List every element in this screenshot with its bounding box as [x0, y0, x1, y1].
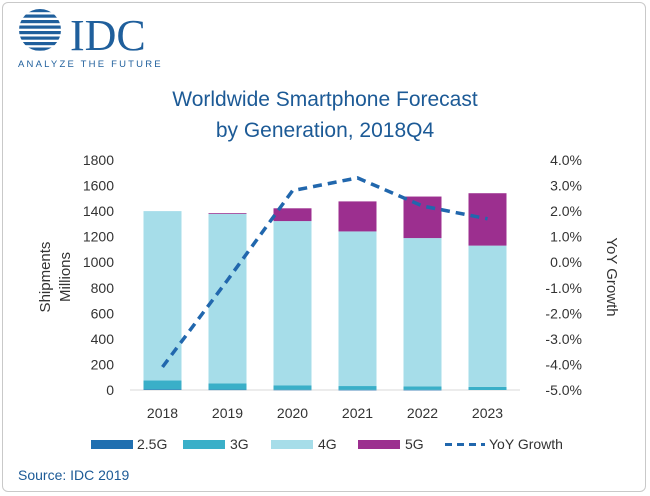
bar-segment-2-5g-2021 — [338, 389, 377, 391]
source-note: Source: IDC 2019 — [18, 467, 129, 483]
y-left-tick-label: 400 — [91, 331, 115, 347]
bar-segment-5g-2020 — [273, 208, 312, 222]
legend-swatch-3g — [183, 440, 225, 449]
x-axis-ticks: 2018 2019 2020 2021 2022 2023 — [147, 405, 503, 421]
idc-logo: IDC ANALYZE THE FUTURE — [18, 9, 163, 70]
y-left-tick-label: 1400 — [83, 203, 114, 219]
bar-segment-4g-2022 — [403, 238, 442, 387]
y-axis-right-ticks: -5.0% -4.0% -3.0% -2.0% -1.0% 0.0% 1.0% 2.0% 3.0… — [545, 152, 582, 398]
bar-segment-3g-2019 — [208, 383, 247, 390]
x-tick-label-2020: 2020 — [277, 405, 308, 421]
chart-title-line2: by Generation, 2018Q4 — [216, 119, 435, 142]
bar-segment-5g-2019 — [208, 213, 247, 214]
legend-label-2-5g: 2.5G — [137, 436, 167, 452]
stacked-bars — [143, 193, 507, 391]
y-left-tick-label: 1200 — [83, 229, 114, 245]
bar-segment-3g-2018 — [143, 380, 182, 390]
y-right-tick-label: -4.0% — [545, 356, 582, 372]
x-tick-label-2021: 2021 — [342, 405, 373, 421]
bar-segment-2-5g-2019 — [208, 389, 247, 391]
y-right-tick-label: 3.0% — [550, 178, 582, 194]
y-right-tick-label: -5.0% — [545, 382, 582, 398]
y-left-tick-label: 0 — [106, 382, 114, 398]
legend-label-yoy: YoY Growth — [489, 436, 563, 452]
legend-swatch-2-5g — [91, 440, 133, 449]
bar-segment-4g-2023 — [468, 245, 507, 387]
logo-wordmark: IDC — [70, 11, 146, 60]
bar-segment-3g-2021 — [338, 386, 377, 390]
x-tick-label-2019: 2019 — [212, 405, 243, 421]
y-right-tick-label: -1.0% — [545, 280, 582, 296]
bar-segment-4g-2020 — [273, 221, 312, 386]
bar-segment-3g-2020 — [273, 385, 312, 390]
y-left-tick-label: 600 — [91, 305, 115, 321]
bar-segment-5g-2023 — [468, 193, 507, 246]
legend-label-3g: 3G — [230, 436, 249, 452]
legend: 2.5G 3G 4G 5G YoY Growth — [91, 436, 563, 452]
globe-icon — [19, 9, 61, 51]
y-left-tick-label: 800 — [91, 280, 115, 296]
x-tick-label-2018: 2018 — [147, 405, 178, 421]
bar-segment-2-5g-2018 — [143, 389, 182, 390]
y-right-tick-label: 0.0% — [550, 254, 582, 270]
y-right-tick-label: 4.0% — [550, 152, 582, 168]
bar-segment-5g-2021 — [338, 201, 377, 232]
y-left-tick-label: 1600 — [83, 178, 114, 194]
y-axis-left-label-line2: Millions — [57, 252, 74, 302]
bar-segment-3g-2022 — [403, 386, 442, 390]
y-right-tick-label: 2.0% — [550, 203, 582, 219]
y-axis-right-label: YoY Growth — [603, 237, 620, 316]
bar-segment-5g-2022 — [403, 196, 442, 239]
yoy-growth-line — [161, 176, 488, 369]
y-left-tick-label: 1000 — [83, 254, 114, 270]
chart-frame — [2, 2, 646, 492]
x-tick-label-2022: 2022 — [407, 405, 438, 421]
bar-segment-2-5g-2022 — [403, 389, 442, 391]
chart-title-line1: Worldwide Smartphone Forecast — [172, 88, 478, 111]
yoy-growth-polyline — [161, 176, 488, 369]
legend-swatch-4g — [271, 440, 313, 449]
y-left-tick-label: 1800 — [83, 152, 114, 168]
bar-segment-3g-2023 — [468, 386, 507, 390]
y-right-tick-label: -2.0% — [545, 305, 582, 321]
x-tick-label-2023: 2023 — [472, 405, 503, 421]
bar-segment-4g-2021 — [338, 231, 377, 387]
y-left-tick-label: 200 — [91, 356, 115, 372]
legend-label-4g: 4G — [318, 436, 337, 452]
y-axis-left-ticks: 0 200 400 600 800 1000 1200 1400 1600 1800 — [83, 152, 114, 398]
bar-segment-2-5g-2020 — [273, 389, 312, 391]
y-right-tick-label: -3.0% — [545, 331, 582, 347]
bar-segment-4g-2019 — [208, 213, 247, 384]
legend-label-5g: 5G — [405, 436, 424, 452]
bar-segment-4g-2018 — [143, 211, 182, 381]
y-right-tick-label: 1.0% — [550, 229, 582, 245]
legend-swatch-5g — [358, 440, 400, 449]
y-axis-left-label-line1: Shipments — [37, 242, 54, 313]
logo-tagline: ANALYZE THE FUTURE — [18, 59, 163, 70]
